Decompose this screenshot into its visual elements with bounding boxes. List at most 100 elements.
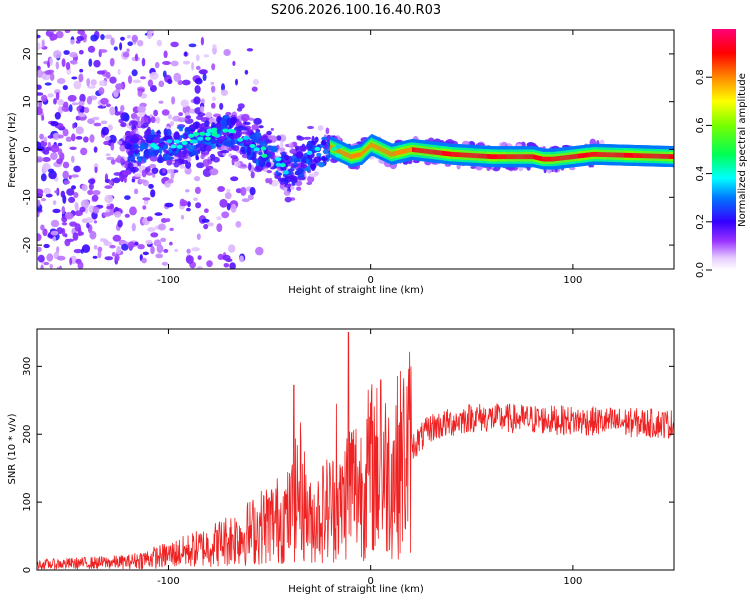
noise-blob <box>165 218 171 223</box>
band-blob <box>290 155 298 163</box>
noise-blob <box>124 195 131 201</box>
noise-blob <box>47 60 51 68</box>
band-blob <box>147 148 153 156</box>
noise-blob <box>40 264 44 269</box>
noise-blob <box>52 235 56 242</box>
noise-blob <box>124 213 130 218</box>
band-blob <box>199 127 206 132</box>
noise-blob <box>56 227 64 235</box>
noise-blob <box>195 54 200 62</box>
halo-blob <box>199 105 205 113</box>
noise-blob <box>109 244 116 249</box>
halo-blob <box>167 168 175 174</box>
noise-blob <box>83 107 90 114</box>
noise-blob <box>49 264 53 269</box>
band-blob <box>326 134 332 142</box>
noise-blob <box>70 174 79 178</box>
halo-blob <box>308 173 318 178</box>
noise-blob <box>184 51 188 57</box>
halo-blob <box>296 186 302 191</box>
noise-blob <box>62 128 69 137</box>
halo-blob <box>146 172 154 176</box>
noise-blob <box>147 227 156 232</box>
noise-blob <box>210 81 214 85</box>
y-tick-label: 20 <box>22 48 33 61</box>
noise-blob <box>120 104 125 113</box>
noise-blob <box>104 194 114 204</box>
band-blob <box>177 152 182 159</box>
noise-blob <box>87 85 96 89</box>
noise-blob <box>53 98 57 105</box>
noise-blob <box>61 206 66 215</box>
y-tick-label: -20 <box>22 237 33 253</box>
noise-blob <box>156 39 163 47</box>
noise-blob <box>100 97 109 105</box>
halo-blob <box>240 113 250 122</box>
halo-blob <box>177 117 187 123</box>
band-blob <box>204 140 211 146</box>
noise-blob <box>78 73 84 83</box>
noise-blob <box>232 60 236 66</box>
noise-blob <box>94 166 98 174</box>
noise-blob <box>48 168 55 173</box>
band-blob <box>246 147 251 156</box>
band-blob <box>275 170 279 176</box>
colorbar-tick-label: 0.8 <box>695 69 706 85</box>
noise-blob <box>79 206 86 213</box>
band-blob <box>317 161 326 168</box>
ridge-spot <box>199 131 206 136</box>
noise-blob <box>146 216 153 222</box>
noise-blob <box>73 248 82 254</box>
noise-blob <box>109 57 115 67</box>
noise-blob <box>160 237 167 242</box>
noise-blob <box>209 168 219 176</box>
halo-blob <box>284 196 292 203</box>
band-blob <box>310 163 316 171</box>
noise-blob <box>117 219 123 228</box>
y-tick-label: 200 <box>22 425 33 444</box>
noise-blob <box>37 84 42 90</box>
noise-blob <box>131 69 138 77</box>
noise-blob <box>65 62 71 70</box>
halo-blob <box>280 141 284 149</box>
noise-blob <box>134 53 139 61</box>
band-blob <box>176 125 184 130</box>
noise-blob <box>235 78 238 86</box>
band-blob <box>296 167 304 174</box>
band-blob <box>252 157 258 164</box>
noise-blob <box>142 205 147 210</box>
band-blob <box>283 154 289 161</box>
noise-blob <box>161 261 168 266</box>
noise-blob <box>104 136 111 141</box>
noise-blob <box>200 36 204 46</box>
noise-blob <box>90 34 98 42</box>
noise-blob <box>50 219 60 228</box>
noise-blob <box>65 136 72 142</box>
noise-blob <box>194 77 203 85</box>
ridge-spot <box>211 132 218 137</box>
snr-line <box>37 332 674 570</box>
noise-blob <box>206 260 213 268</box>
noise-blob <box>115 83 124 90</box>
noise-blob <box>202 73 207 81</box>
noise-blob <box>149 163 157 169</box>
band-blob <box>137 157 142 164</box>
noise-blob <box>90 79 97 86</box>
noise-blob <box>230 176 239 182</box>
noise-blob <box>104 256 114 261</box>
noise-blob <box>69 52 78 58</box>
noise-blob <box>142 251 149 256</box>
noise-blob <box>70 60 78 65</box>
noise-blob <box>37 92 44 96</box>
noise-blob <box>156 156 165 164</box>
noise-blob <box>53 50 62 59</box>
band-blob <box>259 140 264 146</box>
x-tick-label: 100 <box>563 275 582 286</box>
noise-blob <box>110 142 115 151</box>
noise-blob <box>235 221 242 228</box>
noise-blob <box>55 30 64 39</box>
noise-blob <box>61 58 66 67</box>
noise-blob <box>217 186 226 192</box>
ridge-cell <box>596 152 599 157</box>
